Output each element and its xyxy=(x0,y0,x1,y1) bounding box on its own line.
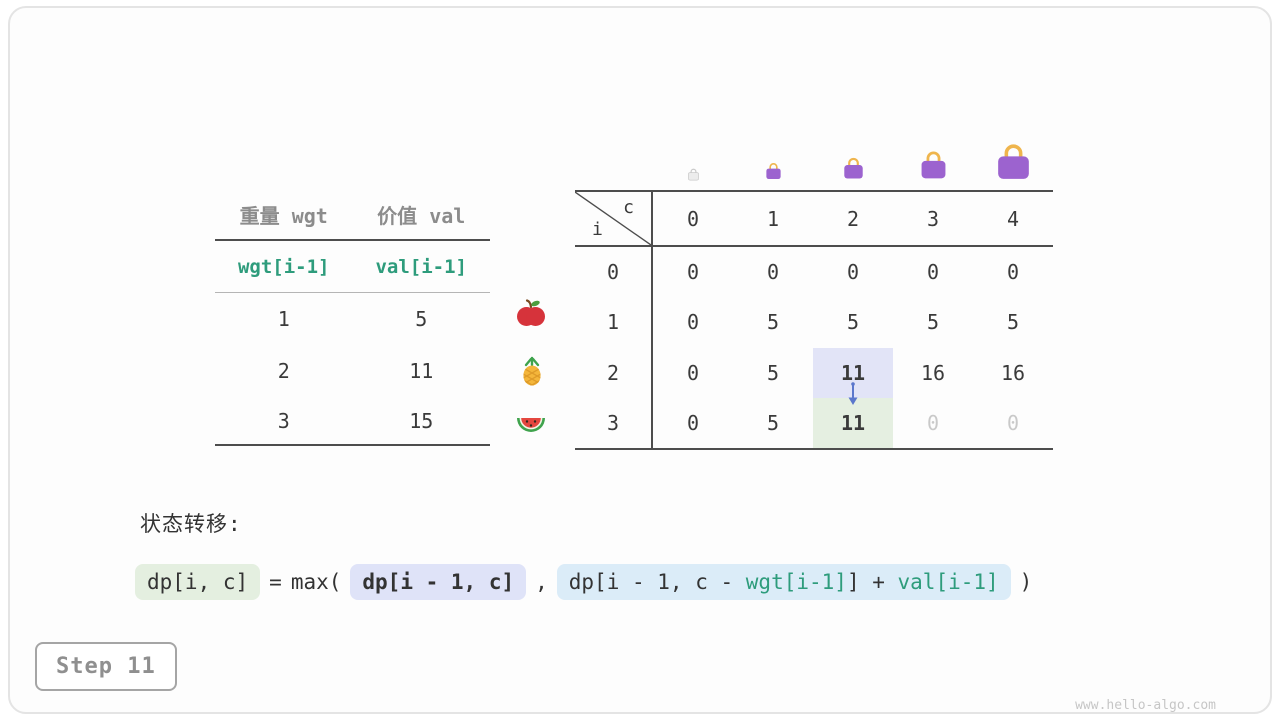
dp-col-header: 2 xyxy=(813,192,893,247)
dp-col-header: 0 xyxy=(653,192,733,247)
dp-cell: 0 xyxy=(766,260,780,285)
dp-row-header: 1 xyxy=(575,297,653,348)
transition-label: 状态转移: xyxy=(140,512,242,536)
dp-cell: 0 xyxy=(686,310,700,335)
dp-row-header: 0 xyxy=(575,247,653,298)
dp-cell: 0 xyxy=(686,410,700,435)
dp-cell: 0 xyxy=(846,260,860,285)
item-val-value: 5 xyxy=(415,307,428,331)
item-table-header-val: 价值 val xyxy=(352,190,490,241)
bag-icon-capacity-0 xyxy=(686,166,701,185)
corner-col-label: c xyxy=(623,197,634,218)
item-table-header-wgt: 重量 wgt xyxy=(215,190,353,241)
dp-cell: 5 xyxy=(1006,310,1020,335)
bag-icon-capacity-3 xyxy=(916,148,951,184)
formula-arg2-pre: dp[i - 1, c - xyxy=(568,570,746,594)
item-table-formula-val: val[i-1] xyxy=(352,241,490,293)
bag-icon-capacity-1 xyxy=(763,161,784,184)
apple-icon xyxy=(515,297,547,329)
formula-comma: , xyxy=(535,570,548,594)
item-table-formula-wgt: wgt[i-1] xyxy=(215,241,353,293)
corner-diagonal-line xyxy=(575,192,651,245)
watermelon-icon xyxy=(515,405,547,437)
dp-cell: 5 xyxy=(766,410,780,435)
watermark: www.hello-algo.com xyxy=(1075,698,1216,713)
dp-cell: 5 xyxy=(766,360,780,385)
formula-max-open: max( xyxy=(290,570,342,594)
dp-cell: 0 xyxy=(1006,410,1020,435)
dp-cell: 16 xyxy=(920,360,946,385)
dp-cell: 0 xyxy=(686,260,700,285)
bag-icon-capacity-2 xyxy=(840,155,867,184)
dp-corner-cell: c i xyxy=(575,192,653,247)
formula-equals: = xyxy=(269,570,282,594)
transition-arrow-icon xyxy=(845,382,861,410)
formula-lhs-chip: dp[i, c] xyxy=(135,564,261,600)
formula-arg2-mid: ] + xyxy=(846,570,898,594)
dp-row-header: 3 xyxy=(575,397,653,448)
dp-cell: 0 xyxy=(1006,260,1020,285)
dp-cell: 16 xyxy=(1000,360,1026,385)
dp-cell: 0 xyxy=(926,410,940,435)
item-val-value: 15 xyxy=(409,409,434,433)
dp-row-header: 2 xyxy=(575,347,653,398)
item-val-value: 11 xyxy=(409,358,434,383)
dp-table: c i 0 1 2 3 4 0 0 0 0 0 0 1 0 5 5 5 5 2 … xyxy=(575,190,1053,450)
dp-cell: 0 xyxy=(686,360,700,385)
formula-close-paren: ) xyxy=(1019,570,1033,594)
step-badge: Step 11 xyxy=(35,642,177,691)
dp-cell: 0 xyxy=(926,260,940,285)
bag-icon-capacity-4 xyxy=(991,140,1036,185)
formula-arg2-wgt: wgt[i-1] xyxy=(745,570,847,594)
dp-cell: 5 xyxy=(926,310,940,335)
corner-row-label: i xyxy=(592,219,603,240)
item-wgt-value: 2 xyxy=(277,358,290,383)
dp-col-header: 3 xyxy=(893,192,973,247)
item-wgt-value: 1 xyxy=(277,307,290,331)
transition-formula: dp[i, c] = max( dp[i - 1, c] , dp[i - 1,… xyxy=(135,560,1032,604)
dp-cell-highlight-target: 11 xyxy=(813,397,893,448)
formula-arg1-chip: dp[i - 1, c] xyxy=(350,564,527,600)
dp-col-header: 4 xyxy=(973,192,1053,247)
formula-arg2-val: val[i-1] xyxy=(897,570,999,594)
dp-cell: 5 xyxy=(766,310,780,335)
item-table: 重量 wgt 价值 val wgt[i-1] val[i-1] 1 5 2 11… xyxy=(215,190,490,446)
dp-col-header: 1 xyxy=(733,192,813,247)
formula-arg2-chip: dp[i - 1, c - wgt[i-1]] + val[i-1] xyxy=(556,564,1011,600)
dp-cell: 5 xyxy=(846,310,860,335)
pineapple-icon xyxy=(516,355,548,387)
item-wgt-value: 3 xyxy=(277,409,290,433)
